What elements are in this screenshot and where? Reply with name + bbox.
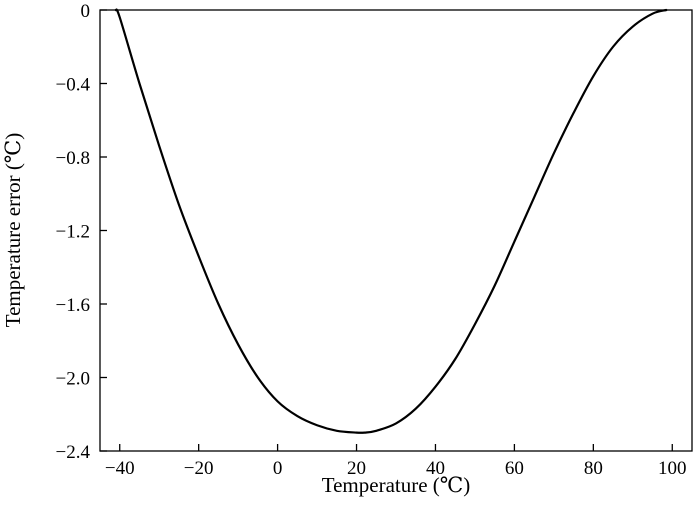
x-tick-label: 80 [584,458,603,479]
y-tick-label: 0 [81,1,91,22]
y-axis-title: Temperature error (℃) [1,133,25,328]
series-line-temperature-error [114,8,668,434]
y-axis-ticks: 0 −0.4 −0.8 −1.2 −1.6 −2.0 −2.4 [56,1,107,463]
x-axis-title: Temperature (℃) [322,473,471,497]
y-tick-label: −0.8 [56,148,90,169]
y-tick-label: −0.4 [56,75,91,96]
y-tick-label: −2.0 [56,369,90,390]
x-tick-label: 100 [658,458,687,479]
y-tick-label: −2.4 [56,442,91,463]
y-tick-label: −1.6 [56,295,90,316]
x-axis-ticks: −40 −20 0 20 40 60 80 100 [105,444,687,479]
y-tick-label: −1.2 [56,222,90,243]
x-tick-label: 0 [273,458,283,479]
x-tick-label: 60 [505,458,524,479]
x-tick-label: 20 [347,458,366,479]
x-tick-label: −20 [184,458,214,479]
x-tick-label: 40 [426,458,445,479]
x-tick-label: −40 [105,458,135,479]
